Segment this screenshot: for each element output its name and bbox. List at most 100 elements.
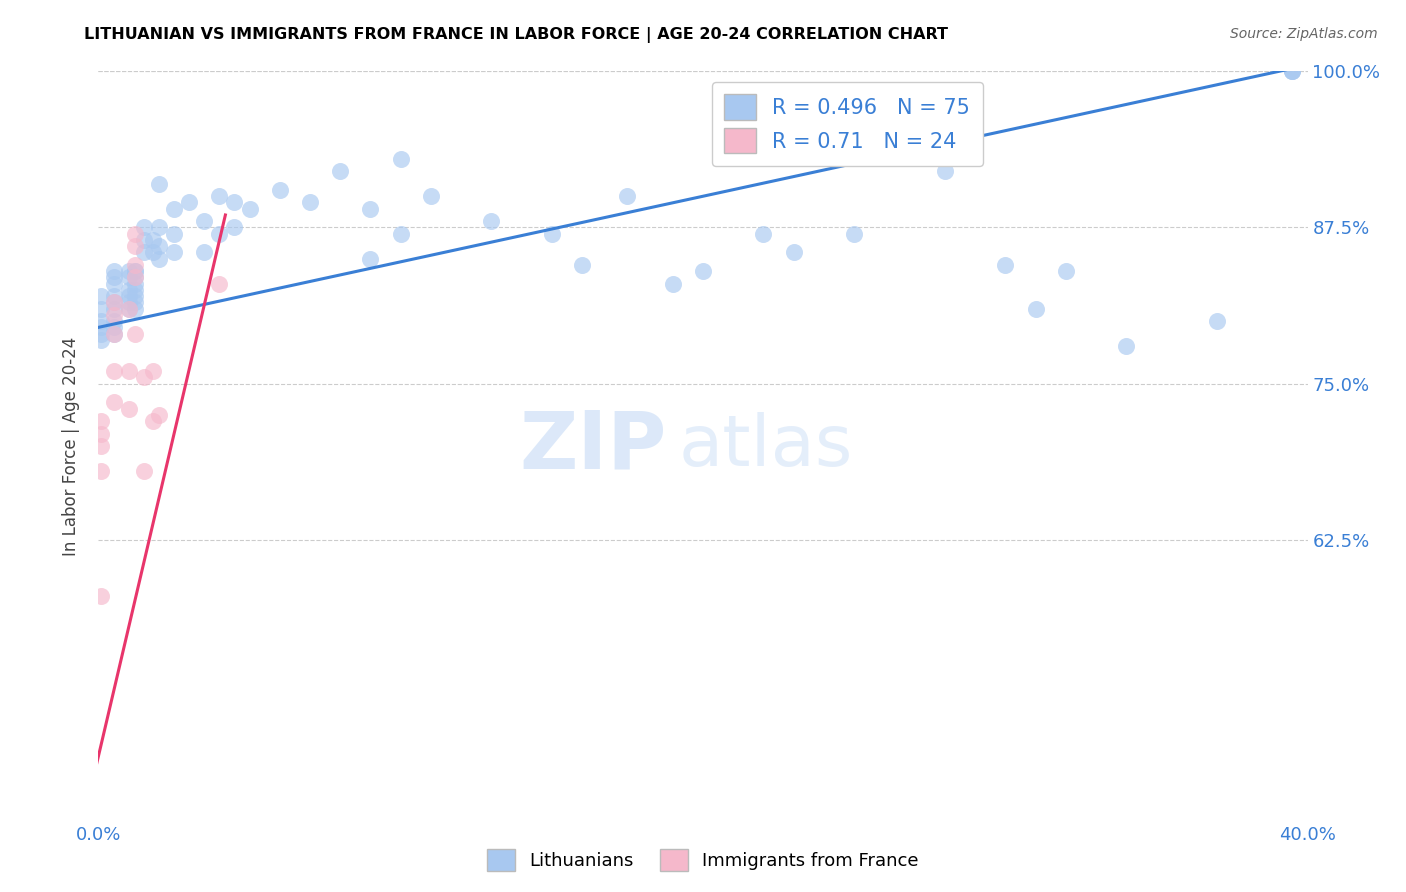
Point (163, 245, 186, 260)
Point (103, 264, 125, 278)
Point (1115, 339, 1137, 353)
Point (208, 277, 231, 291)
Point (103, 320, 125, 334)
Point (142, 364, 165, 378)
Point (132, 220, 155, 235)
Point (124, 270, 146, 285)
Point (90, 301, 112, 316)
Point (269, 183, 291, 197)
Point (208, 227, 231, 241)
Point (163, 227, 186, 241)
Point (179, 195, 201, 210)
Point (124, 295, 146, 310)
Text: LITHUANIAN VS IMMIGRANTS FROM FRANCE IN LABOR FORCE | AGE 20-24 CORRELATION CHAR: LITHUANIAN VS IMMIGRANTS FROM FRANCE IN … (84, 27, 949, 43)
Point (142, 245, 165, 260)
Point (360, 252, 382, 266)
Point (148, 177, 170, 191)
Point (124, 264, 146, 278)
Point (103, 308, 125, 322)
Point (389, 227, 412, 241)
Point (239, 202, 262, 216)
Point (124, 301, 146, 316)
Point (90, 333, 112, 347)
Point (208, 189, 231, 203)
Point (132, 245, 155, 260)
Point (163, 202, 186, 216)
Point (148, 239, 170, 253)
Point (103, 270, 125, 285)
Point (148, 408, 170, 422)
Point (540, 227, 562, 241)
Point (142, 233, 165, 247)
Point (118, 283, 141, 297)
Point (1024, 301, 1046, 316)
Point (1281, 64, 1303, 78)
Point (1281, 64, 1303, 78)
Point (1054, 264, 1077, 278)
Point (994, 258, 1017, 272)
Point (132, 464, 155, 478)
Point (103, 364, 125, 378)
Point (124, 326, 146, 341)
Point (148, 220, 170, 235)
Text: ZIP: ZIP (519, 407, 666, 485)
Point (1281, 64, 1303, 78)
Point (90, 464, 112, 478)
Point (329, 164, 352, 178)
Legend: Lithuanians, Immigrants from France: Lithuanians, Immigrants from France (481, 842, 925, 879)
Point (103, 326, 125, 341)
Point (481, 214, 503, 228)
Point (118, 289, 141, 303)
Point (118, 301, 141, 316)
Point (90, 439, 112, 453)
Point (118, 264, 141, 278)
Point (934, 164, 956, 178)
Point (90, 414, 112, 428)
Point (118, 270, 141, 285)
Point (148, 252, 170, 266)
Point (420, 189, 443, 203)
Point (124, 227, 146, 241)
Point (90, 326, 112, 341)
Point (103, 326, 125, 341)
Point (124, 289, 146, 303)
Point (224, 220, 246, 235)
Point (299, 195, 322, 210)
Point (103, 277, 125, 291)
Point (1206, 314, 1229, 328)
Text: Source: ZipAtlas.com: Source: ZipAtlas.com (1230, 27, 1378, 41)
Y-axis label: In Labor Force | Age 20-24: In Labor Force | Age 20-24 (62, 336, 80, 556)
Point (103, 295, 125, 310)
Point (844, 227, 866, 241)
Point (90, 289, 112, 303)
Point (142, 414, 165, 428)
Point (132, 370, 155, 384)
Point (124, 264, 146, 278)
Point (118, 295, 141, 310)
Legend: R = 0.496   N = 75, R = 0.71   N = 24: R = 0.496 N = 75, R = 0.71 N = 24 (711, 82, 983, 166)
Point (103, 295, 125, 310)
Point (360, 202, 382, 216)
Point (389, 152, 412, 166)
Point (124, 283, 146, 297)
Point (661, 277, 683, 291)
Point (118, 364, 141, 378)
Point (616, 189, 638, 203)
Point (90, 314, 112, 328)
Point (124, 270, 146, 285)
Point (783, 245, 806, 260)
Point (103, 395, 125, 409)
Point (224, 195, 246, 210)
Point (124, 277, 146, 291)
Point (118, 401, 141, 416)
Point (132, 233, 155, 247)
Point (193, 214, 215, 228)
Point (124, 239, 146, 253)
Point (103, 289, 125, 303)
Point (571, 258, 593, 272)
Point (193, 245, 215, 260)
Text: atlas: atlas (679, 411, 853, 481)
Point (90, 320, 112, 334)
Point (692, 264, 714, 278)
Point (118, 301, 141, 316)
